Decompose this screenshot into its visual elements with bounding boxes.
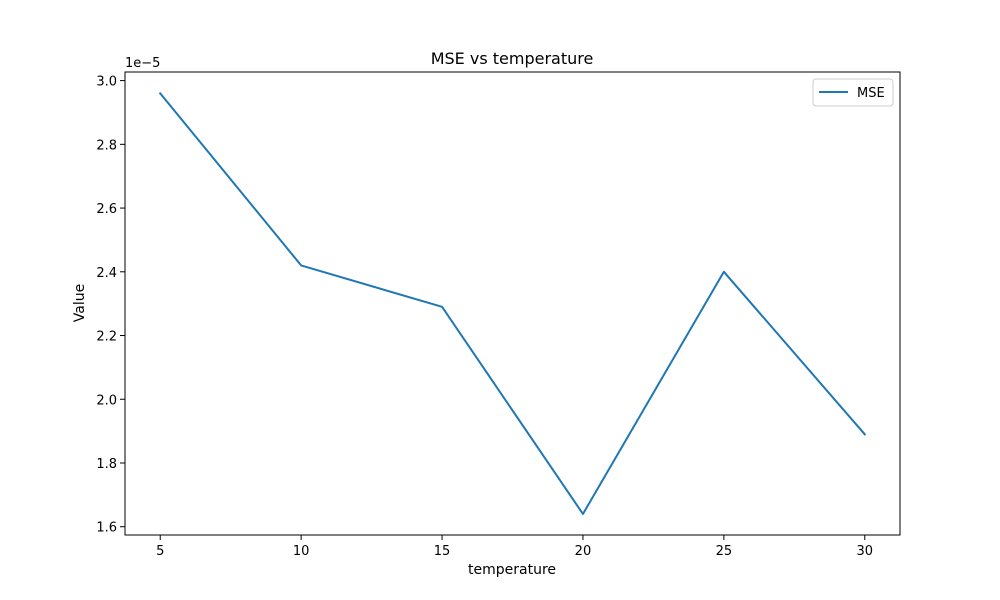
x-tick-label: 5 <box>156 544 164 559</box>
legend-label-mse: MSE <box>857 86 885 101</box>
x-tick-label: 30 <box>856 544 873 559</box>
plot-area-frame <box>124 71 901 536</box>
y-tick-label: 2.8 <box>96 138 117 153</box>
x-axis-ticks: 5 10 15 20 25 30 <box>156 535 873 559</box>
y-scale-factor-label: 1e−5 <box>125 56 160 71</box>
x-axis-label: temperature <box>468 562 556 578</box>
y-tick-label: 2.4 <box>96 266 117 281</box>
x-tick-label: 10 <box>293 544 310 559</box>
x-tick-label: 20 <box>575 544 592 559</box>
y-tick-label: 2.6 <box>96 202 117 217</box>
y-axis-label: Value <box>72 284 88 322</box>
y-tick-label: 2.0 <box>96 393 117 408</box>
legend-box <box>812 78 894 107</box>
series-line-mse <box>158 91 867 515</box>
x-tick-label: 25 <box>716 544 733 559</box>
chart-title: MSE vs temperature <box>431 49 594 68</box>
y-axis-ticks: 1.6 1.8 2.0 2.2 2.4 2.6 2.8 3.0 <box>96 75 125 536</box>
legend: MSE <box>812 78 894 107</box>
x-tick-label: 15 <box>434 544 451 559</box>
y-tick-label: 1.8 <box>96 457 117 472</box>
y-tick-label: 3.0 <box>96 75 117 90</box>
y-tick-label: 1.6 <box>96 521 117 536</box>
y-tick-label: 2.2 <box>96 330 117 345</box>
series-layer <box>158 91 867 515</box>
